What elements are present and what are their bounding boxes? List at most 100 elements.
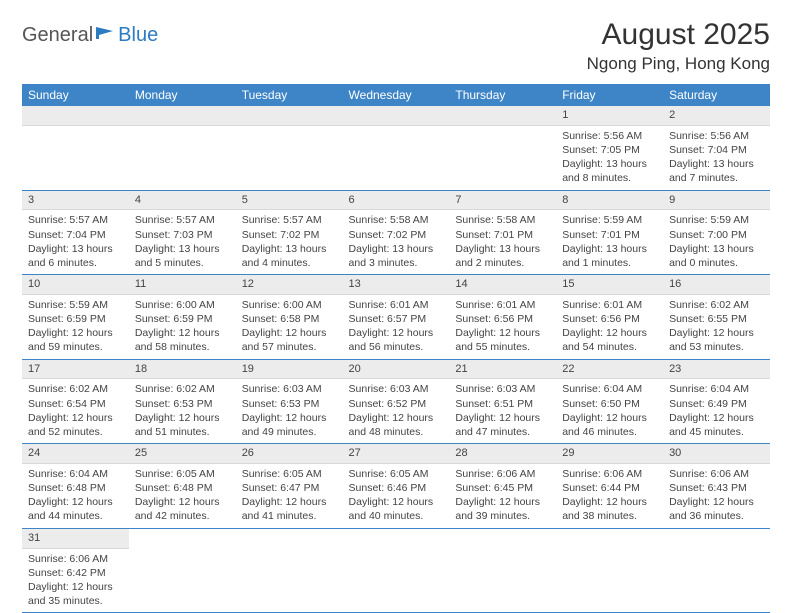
daylight-line: Daylight: 13 hours and 5 minutes. (135, 242, 230, 270)
day-body: Sunrise: 6:03 AMSunset: 6:52 PMDaylight:… (343, 379, 450, 443)
day-number: 27 (343, 444, 450, 464)
day-number: 23 (663, 360, 770, 380)
day-number: 1 (556, 106, 663, 126)
day-cell (236, 106, 343, 190)
day-cell: 8Sunrise: 5:59 AMSunset: 7:01 PMDaylight… (556, 190, 663, 275)
day-cell: 1Sunrise: 5:56 AMSunset: 7:05 PMDaylight… (556, 106, 663, 190)
sunrise-line: Sunrise: 6:06 AM (562, 467, 657, 481)
title-block: August 2025 Ngong Ping, Hong Kong (587, 18, 770, 74)
sunrise-line: Sunrise: 5:56 AM (669, 129, 764, 143)
daylight-line: Daylight: 12 hours and 48 minutes. (349, 411, 444, 439)
week-row: 17Sunrise: 6:02 AMSunset: 6:54 PMDayligh… (22, 359, 770, 444)
daylight-line: Daylight: 13 hours and 6 minutes. (28, 242, 123, 270)
daylight-line: Daylight: 13 hours and 7 minutes. (669, 157, 764, 185)
day-cell (22, 106, 129, 190)
day-cell: 24Sunrise: 6:04 AMSunset: 6:48 PMDayligh… (22, 444, 129, 529)
sunset-line: Sunset: 6:53 PM (242, 397, 337, 411)
day-number: 5 (236, 191, 343, 211)
day-body: Sunrise: 5:59 AMSunset: 7:01 PMDaylight:… (556, 210, 663, 274)
sunset-line: Sunset: 6:52 PM (349, 397, 444, 411)
daylight-line: Daylight: 13 hours and 8 minutes. (562, 157, 657, 185)
sunrise-line: Sunrise: 6:06 AM (455, 467, 550, 481)
daylight-line: Daylight: 13 hours and 1 minutes. (562, 242, 657, 270)
daylight-line: Daylight: 12 hours and 52 minutes. (28, 411, 123, 439)
day-body: Sunrise: 6:02 AMSunset: 6:54 PMDaylight:… (22, 379, 129, 443)
day-cell (129, 106, 236, 190)
sunrise-line: Sunrise: 5:58 AM (455, 213, 550, 227)
day-body: Sunrise: 6:02 AMSunset: 6:53 PMDaylight:… (129, 379, 236, 443)
day-number: 14 (449, 275, 556, 295)
daylight-line: Daylight: 12 hours and 59 minutes. (28, 326, 123, 354)
daylight-line: Daylight: 13 hours and 2 minutes. (455, 242, 550, 270)
daylight-line: Daylight: 12 hours and 47 minutes. (455, 411, 550, 439)
day-number: 29 (556, 444, 663, 464)
calendar-table: SundayMondayTuesdayWednesdayThursdayFrid… (22, 84, 770, 613)
day-body: Sunrise: 5:57 AMSunset: 7:02 PMDaylight:… (236, 210, 343, 274)
day-cell: 28Sunrise: 6:06 AMSunset: 6:45 PMDayligh… (449, 444, 556, 529)
daylight-line: Daylight: 12 hours and 49 minutes. (242, 411, 337, 439)
day-cell: 2 Sunrise: 5:56 AMSunset: 7:04 PMDaylight… (663, 106, 770, 190)
sunset-line: Sunset: 7:04 PM (669, 143, 764, 157)
daylight-line: Daylight: 12 hours and 45 minutes. (669, 411, 764, 439)
day-number: 16 (663, 275, 770, 295)
day-cell (236, 528, 343, 613)
calendar-body: 1Sunrise: 5:56 AMSunset: 7:05 PMDaylight… (22, 106, 770, 613)
sunset-line: Sunset: 6:54 PM (28, 397, 123, 411)
day-number: 2 (663, 106, 770, 126)
day-number: 6 (343, 191, 450, 211)
sunset-line: Sunset: 6:55 PM (669, 312, 764, 326)
sunset-line: Sunset: 6:43 PM (669, 481, 764, 495)
day-body: Sunrise: 5:59 AMSunset: 7:00 PMDaylight:… (663, 210, 770, 274)
day-body: Sunrise: 5:57 AMSunset: 7:04 PMDaylight:… (22, 210, 129, 274)
day-body: Sunrise: 6:04 AMSunset: 6:48 PMDaylight:… (22, 464, 129, 528)
day-number: 31 (22, 529, 129, 549)
day-cell: 5Sunrise: 5:57 AMSunset: 7:02 PMDaylight… (236, 190, 343, 275)
day-header: Thursday (449, 84, 556, 106)
week-row: 10Sunrise: 5:59 AMSunset: 6:59 PMDayligh… (22, 275, 770, 360)
day-body: Sunrise: 5:56 AMSunset: 7:05 PMDaylight:… (556, 126, 663, 190)
sunset-line: Sunset: 7:02 PM (242, 228, 337, 242)
day-body: Sunrise: 6:06 AMSunset: 6:45 PMDaylight:… (449, 464, 556, 528)
daylight-line: Daylight: 12 hours and 41 minutes. (242, 495, 337, 523)
day-cell: 22Sunrise: 6:04 AMSunset: 6:50 PMDayligh… (556, 359, 663, 444)
day-body: Sunrise: 5:57 AMSunset: 7:03 PMDaylight:… (129, 210, 236, 274)
day-cell: 13Sunrise: 6:01 AMSunset: 6:57 PMDayligh… (343, 275, 450, 360)
day-cell: 20Sunrise: 6:03 AMSunset: 6:52 PMDayligh… (343, 359, 450, 444)
day-body: Sunrise: 6:04 AMSunset: 6:49 PMDaylight:… (663, 379, 770, 443)
sunset-line: Sunset: 6:56 PM (562, 312, 657, 326)
day-body: Sunrise: 6:04 AMSunset: 6:50 PMDaylight:… (556, 379, 663, 443)
day-number: 10 (22, 275, 129, 295)
week-row: 31Sunrise: 6:06 AMSunset: 6:42 PMDayligh… (22, 528, 770, 613)
day-number: 4 (129, 191, 236, 211)
sunset-line: Sunset: 7:01 PM (562, 228, 657, 242)
daylight-line: Daylight: 12 hours and 42 minutes. (135, 495, 230, 523)
day-number: 20 (343, 360, 450, 380)
day-cell (449, 528, 556, 613)
sunrise-line: Sunrise: 6:06 AM (28, 552, 123, 566)
sunset-line: Sunset: 6:57 PM (349, 312, 444, 326)
day-cell: 10Sunrise: 5:59 AMSunset: 6:59 PMDayligh… (22, 275, 129, 360)
sunrise-line: Sunrise: 5:57 AM (242, 213, 337, 227)
day-number: 8 (556, 191, 663, 211)
day-number: 18 (129, 360, 236, 380)
day-number: 19 (236, 360, 343, 380)
day-body: Sunrise: 6:03 AMSunset: 6:53 PMDaylight:… (236, 379, 343, 443)
sunrise-line: Sunrise: 6:01 AM (562, 298, 657, 312)
day-cell: 14Sunrise: 6:01 AMSunset: 6:56 PMDayligh… (449, 275, 556, 360)
day-header-row: SundayMondayTuesdayWednesdayThursdayFrid… (22, 84, 770, 106)
daylight-line: Daylight: 12 hours and 57 minutes. (242, 326, 337, 354)
sunrise-line: Sunrise: 5:59 AM (28, 298, 123, 312)
day-body: Sunrise: 6:01 AMSunset: 6:56 PMDaylight:… (449, 295, 556, 359)
day-cell: 3Sunrise: 5:57 AMSunset: 7:04 PMDaylight… (22, 190, 129, 275)
daylight-line: Daylight: 12 hours and 46 minutes. (562, 411, 657, 439)
day-number: 11 (129, 275, 236, 295)
day-body: Sunrise: 6:06 AMSunset: 6:44 PMDaylight:… (556, 464, 663, 528)
day-cell: 17Sunrise: 6:02 AMSunset: 6:54 PMDayligh… (22, 359, 129, 444)
sunset-line: Sunset: 7:02 PM (349, 228, 444, 242)
day-cell: 23Sunrise: 6:04 AMSunset: 6:49 PMDayligh… (663, 359, 770, 444)
day-number: 13 (343, 275, 450, 295)
day-number: 15 (556, 275, 663, 295)
day-body: Sunrise: 6:06 AMSunset: 6:42 PMDaylight:… (22, 549, 129, 613)
daylight-line: Daylight: 12 hours and 51 minutes. (135, 411, 230, 439)
sunrise-line: Sunrise: 6:01 AM (455, 298, 550, 312)
